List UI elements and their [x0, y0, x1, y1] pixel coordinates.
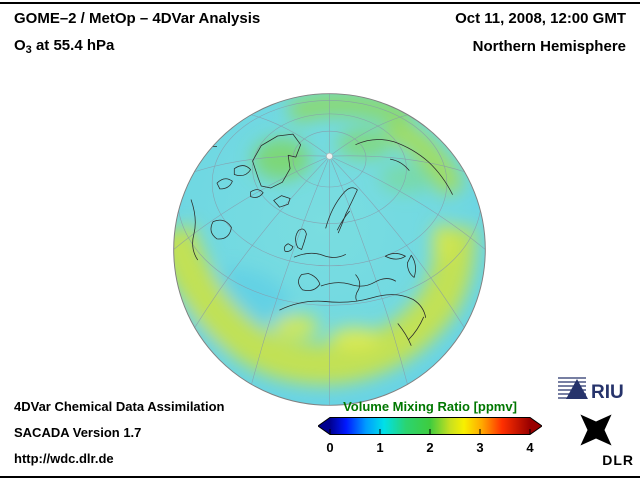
colorbar-tick-label: 2	[426, 440, 434, 455]
hemisphere-label: Northern Hemisphere	[472, 38, 626, 55]
globe-map	[173, 93, 486, 406]
bottom-border	[0, 476, 640, 478]
species-level-label: O3 at 55.4 hPa	[14, 37, 260, 56]
pressure-level: at 55.4 hPa	[31, 37, 115, 54]
colorbar-gradient-bar	[318, 417, 542, 435]
url-label: http://wdc.dlr.de	[14, 451, 114, 466]
riu-logo: RIU	[558, 377, 624, 403]
datetime-label: Oct 11, 2008, 12:00 GMT	[455, 10, 626, 27]
colorbar-tick-label: 4	[526, 440, 534, 455]
riu-wordmark: RIU	[591, 382, 624, 403]
colorbar-tick-label: 1	[376, 440, 384, 455]
title-block: GOME–2 / MetOp – 4DVar Analysis O3 at 55…	[14, 10, 260, 56]
dlr-wordmark: DLR	[602, 452, 634, 468]
riu-triangle-icon	[566, 379, 588, 399]
footer-block: 4DVar Chemical Data Assimilation SACADA …	[14, 399, 225, 477]
colorbar-title: Volume Mixing Ratio [ppmv]	[343, 399, 517, 414]
colorbar	[318, 417, 542, 435]
colorbar-tick-label: 0	[326, 440, 334, 455]
pole-marker	[326, 152, 333, 160]
colorbar-tick-marks	[329, 429, 531, 434]
coastlines	[190, 133, 453, 346]
top-border	[0, 2, 640, 4]
colorbar-tick-label: 3	[476, 440, 484, 455]
assimilation-label: 4DVar Chemical Data Assimilation	[14, 399, 225, 414]
globe-outline	[173, 93, 486, 406]
datetime-block: Oct 11, 2008, 12:00 GMT Northern Hemisph…	[455, 10, 626, 55]
figure-title: GOME–2 / MetOp – 4DVar Analysis	[14, 10, 261, 27]
species-symbol: O	[14, 37, 26, 54]
version-label: SACADA Version 1.7	[14, 425, 142, 440]
ozone-field-anomalies	[173, 93, 476, 385]
species-subscript: 3	[25, 44, 32, 56]
dlr-star-icon	[580, 414, 612, 446]
dlr-logo: DLR	[570, 408, 634, 470]
